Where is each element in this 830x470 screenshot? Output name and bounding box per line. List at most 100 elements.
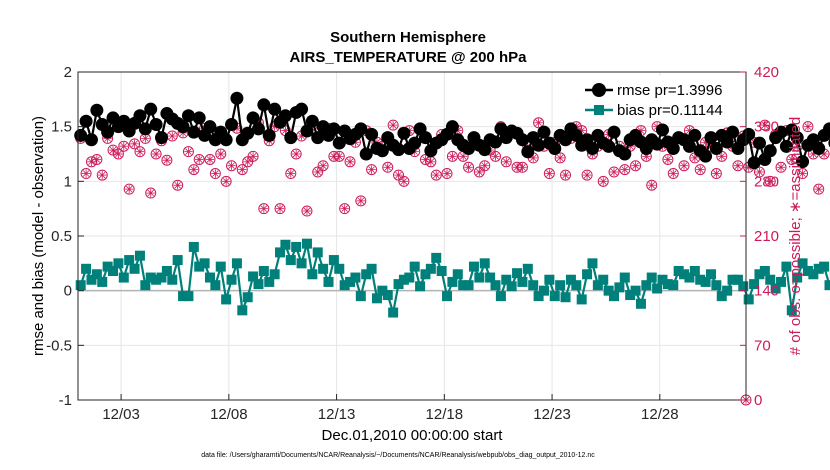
bias-point [485,272,496,283]
obs-count-point [301,205,313,217]
obs-assimilated-marker [621,166,629,173]
obs-possible-marker [134,146,146,158]
rmse-series [74,91,830,170]
obs-assimilated-marker [492,153,499,160]
bias-point [587,258,598,269]
obs-count-point [646,179,658,191]
obs-assimilated-marker [389,121,397,129]
bias-point [512,268,523,279]
obs-count-point [441,168,453,180]
obs-count-point [355,195,367,207]
obs-possible-marker [764,175,776,187]
rmse-point [311,131,325,145]
bias-point [97,276,108,287]
bias-point [776,276,787,287]
obs-count-point [581,169,593,181]
obs-assimilated-marker [481,162,488,169]
obs-count-point [285,168,297,180]
bias-point [188,241,199,252]
obs-count-point [166,130,178,142]
obs-count-point [339,203,351,215]
bias-point [371,293,382,304]
obs-count-point [204,153,216,165]
obs-possible-marker [172,179,184,191]
obs-possible-marker [441,168,453,180]
bias-point [431,252,442,263]
bias-point [108,265,119,276]
obs-count-point [446,150,458,162]
bias-point [501,274,512,285]
obs-possible-marker [732,160,744,172]
bias-point [361,269,372,280]
obs-assimilated-marker [610,168,618,176]
rmse-point [203,120,217,134]
rmse-point [187,125,201,139]
obs-assimilated-marker [287,170,295,177]
obs-assimilated-marker [788,156,796,163]
bias-point [560,292,571,303]
legend: rmse pr=1.3996 bias pr=0.11144 [580,76,742,120]
bias-point [571,280,582,291]
rmse-point [709,142,723,156]
bias-point [404,272,415,283]
bias-point [538,285,549,296]
obs-assimilated-marker [384,164,392,171]
obs-assimilated-marker [142,135,149,142]
rmse-point [268,102,282,116]
obs-count-point [710,168,722,180]
obs-possible-marker [123,183,135,195]
obs-count-point [764,175,776,187]
bias-point [328,255,339,266]
obs-possible-marker [193,153,205,165]
obs-assimilated-marker [562,171,569,179]
obs-count-point [80,168,92,180]
rmse-point [133,109,147,123]
obs-possible-marker [802,121,814,133]
obs-possible-marker [694,164,706,176]
y-right-tick-label: 210 [754,228,779,245]
bias-point [275,247,286,258]
obs-count-point [182,146,194,158]
rmse-point [688,128,702,142]
obs-count-point [463,161,475,173]
bias-point [662,279,673,290]
rmse-point [823,122,830,136]
obs-assimilated-marker [163,156,171,164]
obs-count-point [274,203,286,215]
rmse-point [101,125,115,139]
rmse-point [176,120,190,134]
data-file-footnote: data file: /Users/gharamti/Documents/NCA… [201,452,595,459]
bias-point [792,272,803,283]
bias-point [226,274,237,285]
rmse-point [747,156,761,170]
obs-possible-marker [753,166,765,178]
bias-point [161,265,172,276]
obs-possible-marker [479,160,491,172]
bias-point [81,263,92,274]
rmse-point [257,98,271,112]
obs-assimilated-marker [546,170,553,177]
bias-point [124,255,135,266]
rmse-point [365,127,379,141]
obs-count-point [96,169,108,181]
y-tick-label: 1.5 [51,119,72,136]
obs-possible-marker [344,156,356,168]
bias-point [91,269,102,280]
obs-count-point [759,119,771,131]
obs-possible-marker [312,166,324,178]
obs-assimilated-marker [761,121,769,129]
rmse-point [779,139,793,153]
obs-possible-marker [662,153,674,165]
bias-point [749,279,760,290]
bias-point [592,280,603,291]
obs-count-point [236,164,248,176]
bias-point [641,280,652,291]
obs-possible-marker [220,175,232,187]
bias-point [609,291,620,302]
bias-point [350,272,361,283]
bias-point [576,294,587,305]
bias-point [689,265,700,276]
obs-assimilated-marker [212,170,219,177]
bias-point [630,285,641,296]
obs-assimilated-marker [449,153,456,160]
